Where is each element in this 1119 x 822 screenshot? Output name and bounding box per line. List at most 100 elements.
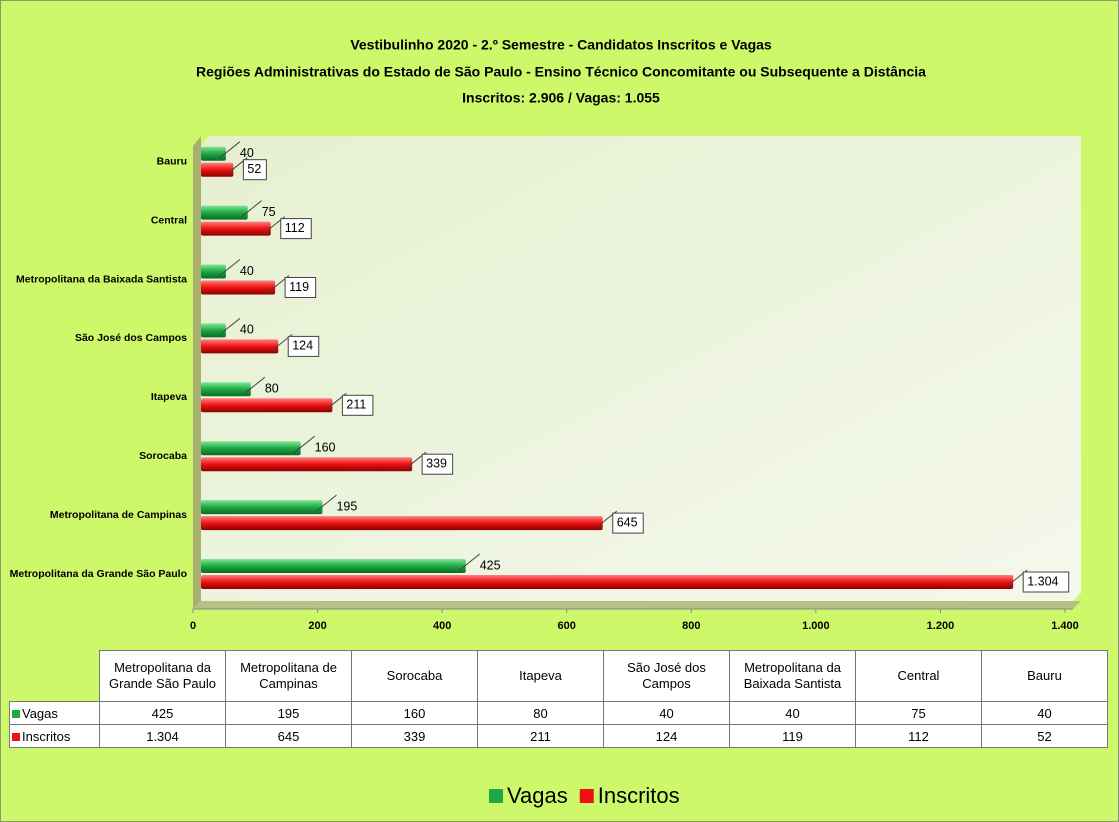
label-box <box>242 159 267 181</box>
x-tick-label: 1.000 <box>802 620 830 632</box>
table-cell: 40 <box>981 701 1108 725</box>
table-cell: 124 <box>603 724 730 748</box>
table-cell: 645 <box>225 724 352 748</box>
table-series-name: Vagas <box>22 705 58 721</box>
data-label: 52 <box>247 162 261 176</box>
label-box <box>280 218 312 240</box>
y-tick-label: Metropolitana da Grande São Paulo <box>10 568 187 580</box>
table-swatch <box>12 709 20 718</box>
bar <box>201 500 323 515</box>
chart-title: Vestibulinho 2020 - 2.º Semestre - Candi… <box>350 37 772 53</box>
table-corner <box>10 651 100 702</box>
legend-swatch <box>489 789 503 803</box>
table-header-cell: Sorocaba <box>351 650 478 702</box>
x-tick-label: 800 <box>682 620 700 632</box>
data-label: 80 <box>265 382 279 396</box>
label-box <box>421 453 454 475</box>
bar <box>201 146 226 161</box>
table-cell: 80 <box>477 701 604 725</box>
label-box <box>1022 571 1070 593</box>
x-tick-label: 400 <box>433 620 451 632</box>
x-tick-label: 0 <box>190 620 196 632</box>
bar <box>201 382 251 397</box>
table-header-cell: Bauru <box>981 650 1108 702</box>
label-box <box>341 394 374 416</box>
bar <box>201 441 301 456</box>
table-header-cell: Metropolitana da Grande São Paulo <box>99 650 226 702</box>
label-box <box>287 335 320 357</box>
data-label: 112 <box>285 221 305 235</box>
side-wall <box>193 136 201 609</box>
table-row: Vagas 425 195 160 80 40 40 75 40 <box>9 701 1108 725</box>
leader-line <box>219 259 241 276</box>
data-label: 160 <box>315 440 336 454</box>
bar <box>201 205 248 220</box>
table-row: Inscritos 1.304 645 339 211 124 119 112 52 <box>9 724 1108 748</box>
table-header-cell: Central <box>855 650 982 702</box>
table-cell: 195 <box>225 701 352 725</box>
table-swatch <box>12 732 20 741</box>
table-cell: 119 <box>729 724 856 748</box>
data-label: 124 <box>292 339 313 353</box>
x-tick-label: 600 <box>558 620 576 632</box>
data-label: 339 <box>426 456 447 470</box>
bar <box>201 559 466 573</box>
label-box <box>284 277 317 298</box>
y-tick-label: Central <box>151 214 187 226</box>
table-cell: 75 <box>855 701 982 725</box>
bar <box>201 575 1014 589</box>
bar <box>201 264 226 279</box>
data-label: 425 <box>480 558 501 572</box>
table-cell: 211 <box>477 724 604 748</box>
table-header-cell: Metropolitana de Campinas <box>225 650 352 702</box>
table-header-cell: Itapeva <box>477 650 604 702</box>
y-tick-label: Bauru <box>157 155 187 167</box>
data-label: 119 <box>289 280 309 294</box>
legend-label: Inscritos <box>598 783 680 808</box>
table-cell: 160 <box>351 701 478 725</box>
y-tick-label: Metropolitana de Campinas <box>50 509 187 521</box>
table-row-header: Vagas <box>9 701 100 725</box>
data-table: Metropolitana da Grande São Paulo Metropo… <box>9 650 1108 748</box>
table-header-cell: São José dos Campos <box>603 650 730 702</box>
leader-line <box>219 141 241 159</box>
table-series-name: Inscritos <box>22 728 71 744</box>
table-header-cell: Metropolitana da Baixada Santista <box>729 650 856 702</box>
table-cell: 40 <box>729 701 856 725</box>
table-cell: 52 <box>981 724 1108 748</box>
leader-line <box>241 200 263 217</box>
table-cell: 112 <box>855 724 982 748</box>
data-label: 195 <box>336 499 357 513</box>
x-tick-label: 1.200 <box>927 620 955 632</box>
table-cell: 339 <box>351 724 478 748</box>
legend-swatch <box>579 789 594 803</box>
table-cell: 40 <box>603 701 730 725</box>
bar <box>201 398 333 413</box>
data-label: 1.304 <box>1027 574 1058 588</box>
legend-label: Vagas <box>507 783 568 808</box>
table-cell: 1.304 <box>99 724 226 748</box>
data-label: 211 <box>346 398 366 412</box>
leader-line <box>316 494 337 512</box>
leader-line <box>244 376 266 394</box>
y-tick-label: Itapeva <box>151 391 187 403</box>
table-header-row: Metropolitana da Grande São Paulo Metropo… <box>10 650 1108 702</box>
x-tick-label: 200 <box>308 620 326 632</box>
leader-line <box>219 318 241 335</box>
data-label: 75 <box>262 205 276 219</box>
data-label: 645 <box>617 515 638 529</box>
bar <box>201 339 279 354</box>
leader-line <box>459 553 481 571</box>
data-label: 40 <box>240 146 254 160</box>
bar <box>201 516 603 531</box>
y-tick-label: Metropolitana da Baixada Santista <box>16 273 187 285</box>
bar <box>201 221 271 236</box>
y-tick-label: São José dos Campos <box>75 332 187 344</box>
data-label: 40 <box>240 323 254 337</box>
table-cell: 425 <box>99 701 226 725</box>
chart-subtitle: Regiões Administrativas do Estado de São… <box>196 64 926 80</box>
leader-line <box>294 435 315 453</box>
bar <box>201 323 226 338</box>
